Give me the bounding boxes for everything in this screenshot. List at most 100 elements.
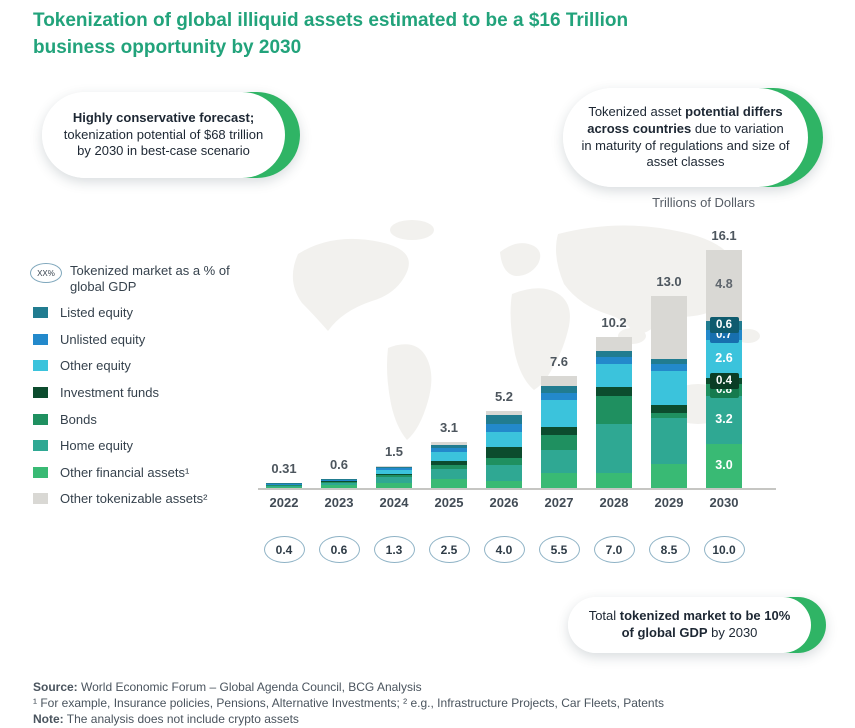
bar-segment-2028 xyxy=(596,357,632,364)
bar-total-label: 0.6 xyxy=(329,457,349,473)
bar-segment-2029 xyxy=(651,358,687,364)
source-text: World Economic Forum – Global Agenda Cou… xyxy=(77,680,422,694)
note-label: Note: xyxy=(33,712,64,727)
legend-item: Other financial assets¹ xyxy=(30,465,250,481)
bar-segment-2030 xyxy=(706,249,742,321)
gdp-percent-oval: 0.4 xyxy=(263,536,305,563)
legend-swatch xyxy=(33,360,48,372)
bar-segment-2027 xyxy=(541,392,577,400)
bar-segment-2026 xyxy=(486,465,522,482)
bar-segment-2028 xyxy=(596,424,632,474)
gdp-percent-oval: 4.0 xyxy=(483,536,525,563)
bar-segment-2023 xyxy=(321,485,357,488)
legend-item-label: Investment funds xyxy=(60,384,159,400)
bar-segment-2026 xyxy=(486,431,522,447)
footnotes-line: ¹ For example, Insurance policies, Pensi… xyxy=(33,696,664,711)
bar-segment-2023 xyxy=(321,482,357,486)
bar-segment-2028 xyxy=(596,473,632,488)
callout-rest-text: due to variation in maturity of regulati… xyxy=(581,120,790,170)
gdp-percent-oval-icon: XX% xyxy=(30,263,62,283)
bar-segment-2029 xyxy=(651,413,687,419)
callout-pre-text: Total xyxy=(588,608,620,624)
bar-segment-2025 xyxy=(431,448,467,453)
segment-value-label: 4.8 xyxy=(715,277,733,292)
bar-segment-2028 xyxy=(596,351,632,357)
bar-segment-2026 xyxy=(486,481,522,488)
bar-segment-2024 xyxy=(376,469,412,474)
bar-segment-2030 xyxy=(706,443,742,488)
bar-segment-2022 xyxy=(266,486,302,488)
bar-segment-2026 xyxy=(486,458,522,466)
callout-bold-text: potential differs across countries xyxy=(587,103,783,136)
segment-value-label: 3.0 xyxy=(715,457,733,472)
x-axis-tick-label: 2029 xyxy=(654,495,684,510)
bar-segment-2028 xyxy=(596,337,632,352)
bar-segment-2024 xyxy=(376,466,412,468)
bar-segment-2026 xyxy=(486,415,522,424)
segment-value-chip: 0.6 xyxy=(709,317,739,334)
legend-item-label: Other financial assets¹ xyxy=(60,464,190,480)
callout-conservative-forecast: Highly conservative forecast; tokenizati… xyxy=(42,92,300,178)
bar-segment-2023 xyxy=(321,480,357,482)
bar-segment-2023 xyxy=(321,479,357,480)
bar-segment-2022 xyxy=(266,483,302,485)
bar-segment-2029 xyxy=(651,363,687,372)
note-line: Note: The analysis does not include cryp… xyxy=(33,711,833,727)
bar-segment-2027 xyxy=(541,473,577,488)
gdp-percent-oval: 5.5 xyxy=(538,536,580,563)
source-line: Source: World Economic Forum – Global Ag… xyxy=(33,679,833,695)
bar-segment-2029 xyxy=(651,418,687,465)
bar-segment-2029 xyxy=(651,371,687,406)
callout-country-variation: Tokenized asset potential differs across… xyxy=(563,88,823,187)
legend-gdp-row: XX% Tokenized market as a % of global GD… xyxy=(30,263,250,294)
legend-swatch xyxy=(33,413,48,425)
bar-segment-2024 xyxy=(376,475,412,478)
bar-segment-2024 xyxy=(376,465,412,467)
bar-segment-2025 xyxy=(431,468,467,480)
gdp-percent-oval: 8.5 xyxy=(648,536,690,563)
bar-segment-2025 xyxy=(431,445,467,449)
x-axis-tick-label: 2024 xyxy=(379,495,409,510)
bar-segment-2027 xyxy=(541,375,577,387)
x-axis-tick-label: 2030 xyxy=(709,495,739,510)
bar-total-label: 13.0 xyxy=(656,273,682,289)
segment-value-label: 2.6 xyxy=(715,351,733,366)
bar-segment-2022 xyxy=(266,485,302,487)
bar-segment-2029 xyxy=(651,464,687,488)
bar-segment-2029 xyxy=(651,405,687,414)
chart-legend: XX% Tokenized market as a % of global GD… xyxy=(30,263,250,518)
x-axis-tick-label: 2025 xyxy=(434,495,464,510)
axis-unit-label: Trillions of Dollars xyxy=(652,195,755,210)
x-axis-line xyxy=(258,488,776,490)
legend-item-label: Home equity xyxy=(60,438,133,454)
gdp-percent-oval: 7.0 xyxy=(593,536,635,563)
bar-segment-2025 xyxy=(431,461,467,466)
callout-total-market: Total tokenized market to be 10% of glob… xyxy=(568,597,826,653)
bar-segment-2024 xyxy=(376,473,412,476)
legend-item-label: Bonds xyxy=(60,411,97,427)
bar-total-label: 5.2 xyxy=(494,389,514,405)
bar-segment-2027 xyxy=(541,427,577,436)
note-text: The analysis does not include crypto ass… xyxy=(63,712,299,727)
bar-total-label: 0.31 xyxy=(271,461,297,477)
legend-item: Unlisted equity xyxy=(30,332,250,348)
legend-swatch xyxy=(33,440,48,452)
segment-value-label: 3.2 xyxy=(715,411,733,426)
bar-segment-2025 xyxy=(431,465,467,469)
bar-segment-2026 xyxy=(486,446,522,459)
bar-segment-2022 xyxy=(266,484,302,486)
callout-rest-text: by 2030 xyxy=(707,625,758,640)
page-title: Tokenization of global illiquid assets e… xyxy=(33,10,629,58)
gdp-percent-oval: 10.0 xyxy=(703,536,745,563)
legend-gdp-label: Tokenized market as a % of global GDP xyxy=(70,263,230,294)
bar-segment-2026 xyxy=(486,411,522,416)
callout-rest-text: tokenization potential of $68 trillion b… xyxy=(63,126,264,159)
bar-segment-2028 xyxy=(596,363,632,388)
bar-segment-2030 xyxy=(706,340,742,379)
bar-segment-2025 xyxy=(431,452,467,462)
bar-total-label: 7.6 xyxy=(549,353,569,369)
legend-item: Other tokenizable assets² xyxy=(30,491,250,507)
callout-bold-text: Highly conservative forecast; xyxy=(72,109,255,125)
